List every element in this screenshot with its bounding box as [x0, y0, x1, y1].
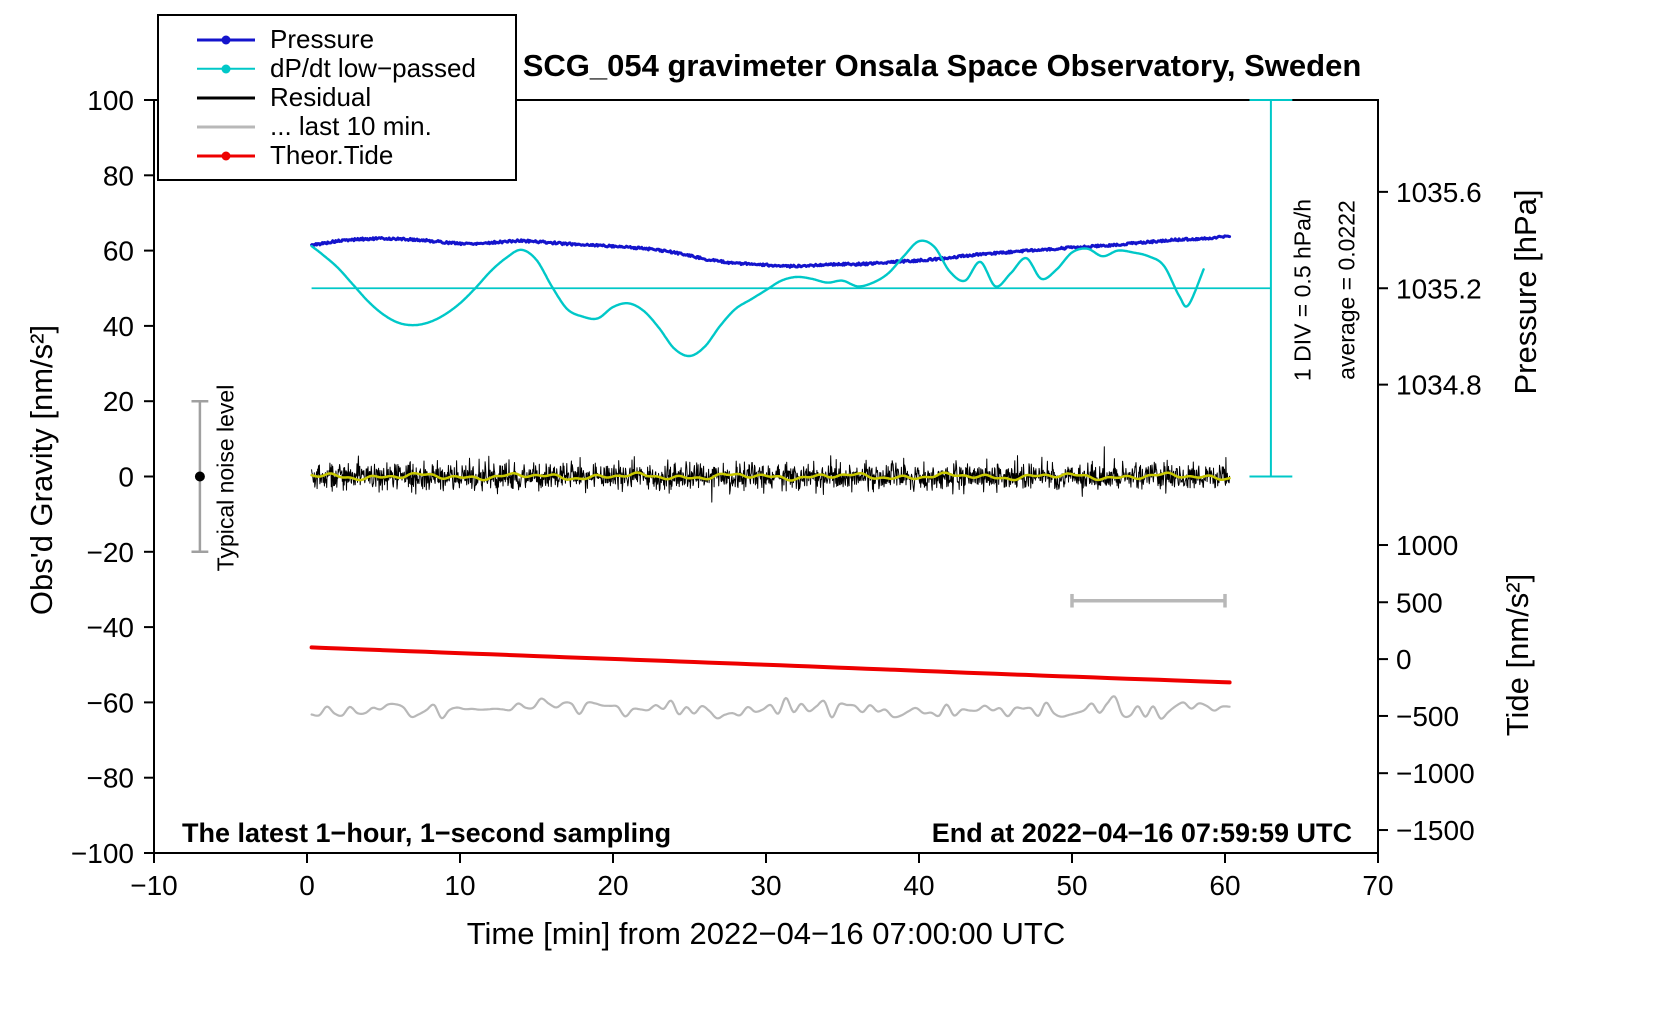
- legend-label: ... last 10 min.: [270, 111, 432, 141]
- legend-item-dpdt: dP/dt low−passed: [159, 53, 515, 83]
- legend-sample-tide: [197, 147, 255, 165]
- y-tick-label: −20: [87, 537, 135, 568]
- legend-line: [197, 96, 255, 99]
- x-tick-label: −10: [130, 870, 178, 901]
- y-tick-label: −40: [87, 612, 135, 643]
- y-tick-label: −100: [71, 838, 134, 869]
- legend-label: dP/dt low−passed: [270, 53, 476, 83]
- annotation-sampling: The latest 1−hour, 1−second sampling: [182, 818, 672, 848]
- tide-tick-label: −500: [1396, 701, 1459, 732]
- annotation-noise-level: Typical noise level: [212, 384, 239, 572]
- legend-item-pressure: Pressure: [159, 24, 515, 54]
- x-tick-label: 0: [299, 870, 315, 901]
- noise-level-dot: [194, 471, 205, 482]
- y-tick-label: 60: [103, 236, 134, 267]
- y-tick-label: 40: [103, 311, 134, 342]
- legend-sample-residual: [197, 89, 255, 107]
- y-axis-label-gravity: Obs'd Gravity [nm/s²]: [24, 324, 59, 616]
- legend-label: Pressure: [270, 24, 375, 54]
- x-tick-label: 50: [1056, 870, 1087, 901]
- x-tick-label: 40: [903, 870, 934, 901]
- series-dpdt: [310, 239, 1205, 358]
- legend-marker-dot: [221, 151, 231, 160]
- legend-label: Residual: [270, 82, 372, 112]
- legend-marker-dot: [221, 35, 231, 44]
- y-tick-label: 80: [103, 160, 134, 191]
- legend: Pressure dP/dt low−passed Residual... last…: [157, 14, 517, 181]
- chart-title: SCG_054 gravimeter Onsala Space Observat…: [522, 48, 1362, 83]
- tide-tick-label: −1000: [1396, 758, 1475, 789]
- legend-item-tide: Theor.Tide: [159, 140, 515, 170]
- legend-item-last10: ... last 10 min.: [159, 111, 515, 141]
- legend-label: Theor.Tide: [270, 140, 394, 170]
- y-axis-label-tide: Tide [nm/s²]: [1500, 573, 1535, 737]
- x-tick-label: 60: [1209, 870, 1240, 901]
- series-pressure: [310, 234, 1232, 269]
- series-tide: [309, 645, 1232, 685]
- tide-tick-label: −1500: [1396, 815, 1475, 846]
- x-tick-label: 70: [1362, 870, 1393, 901]
- y-tick-label: 20: [103, 386, 134, 417]
- annotation-div-scale: 1 DIV = 0.5 hPa/h: [1289, 198, 1316, 382]
- series-residual: [311, 446, 1231, 503]
- series-last10: [310, 695, 1231, 720]
- tide-tick-label: 0: [1396, 644, 1412, 675]
- y-axis-label-pressure: Pressure [hPa]: [1508, 189, 1543, 395]
- legend-sample-last10: [197, 118, 255, 136]
- y-tick-label: −60: [87, 687, 135, 718]
- series-residual-smoothed: [310, 471, 1231, 482]
- pressure-tick-label: 1035.2: [1396, 273, 1482, 304]
- y-tick-label: 0: [118, 462, 134, 493]
- legend-item-residual: Residual: [159, 82, 515, 112]
- annotation-end-time: End at 2022−04−16 07:59:59 UTC: [931, 818, 1352, 848]
- y-tick-label: −80: [87, 763, 135, 794]
- pressure-tick-label: 1035.6: [1396, 177, 1482, 208]
- legend-sample-dpdt: [197, 60, 255, 78]
- tide-tick-label: 1000: [1396, 530, 1458, 561]
- y-tick-label: 100: [87, 85, 134, 116]
- annotation-average: average = 0.0222: [1333, 200, 1360, 380]
- legend-line: [197, 125, 255, 128]
- legend-marker-dot: [221, 64, 231, 73]
- pressure-tick-label: 1034.8: [1396, 370, 1482, 401]
- x-tick-label: 30: [750, 870, 781, 901]
- x-axis-label: Time [min] from 2022−04−16 07:00:00 UTC: [466, 916, 1066, 951]
- x-tick-label: 10: [444, 870, 475, 901]
- x-tick-label: 20: [597, 870, 628, 901]
- tide-tick-label: 500: [1396, 587, 1443, 618]
- legend-sample-pressure: [197, 31, 255, 49]
